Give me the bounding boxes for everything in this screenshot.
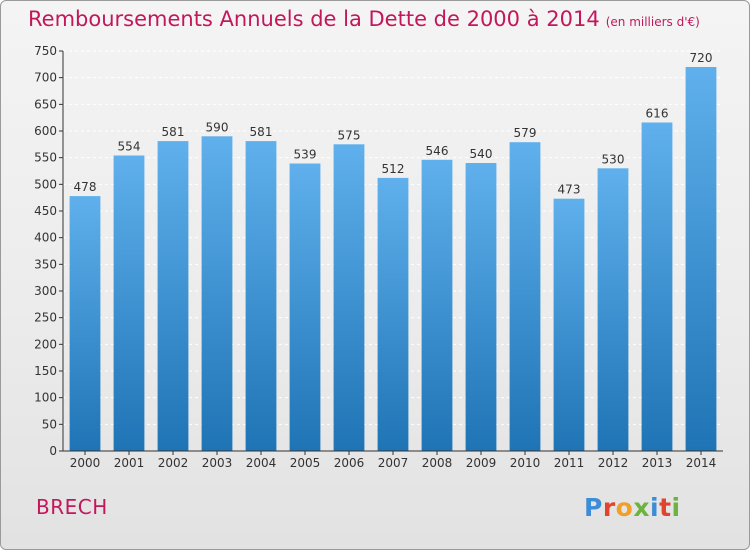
data-label: 590 xyxy=(206,120,229,134)
y-tick-label: 200 xyxy=(34,337,57,351)
y-tick-label: 250 xyxy=(34,311,57,325)
commune-name: BRECH xyxy=(36,495,108,519)
logo-letter: i xyxy=(671,493,681,522)
data-label: 530 xyxy=(602,152,625,166)
bar-2000 xyxy=(69,196,101,451)
data-label: 720 xyxy=(690,51,713,65)
x-tick-label: 2004 xyxy=(246,456,277,470)
data-label: 616 xyxy=(646,107,669,121)
bar-2004 xyxy=(245,141,277,451)
y-tick-label: 0 xyxy=(49,444,57,458)
bar-2006 xyxy=(333,144,365,452)
data-label: 546 xyxy=(426,144,449,158)
data-label: 575 xyxy=(338,128,361,142)
proxiti-logo: Proxiti xyxy=(584,493,681,522)
bar-2002 xyxy=(157,141,189,451)
data-label: 512 xyxy=(382,162,405,176)
bar-2014 xyxy=(685,67,717,451)
y-tick-label: 550 xyxy=(34,151,57,165)
y-tick-label: 100 xyxy=(34,391,57,405)
y-tick-label: 500 xyxy=(34,177,57,191)
logo-letter: P xyxy=(584,493,603,522)
bar-2005 xyxy=(289,163,321,451)
bar-2012 xyxy=(597,168,629,452)
y-tick-label: 700 xyxy=(34,71,57,85)
data-label: 581 xyxy=(162,125,185,139)
x-tick-label: 2003 xyxy=(202,456,233,470)
x-tick-label: 2005 xyxy=(290,456,321,470)
y-tick-label: 50 xyxy=(42,417,57,431)
logo-letter: t xyxy=(659,493,672,522)
y-tick-label: 300 xyxy=(34,284,57,298)
x-tick-label: 2014 xyxy=(686,456,717,470)
bar-2010 xyxy=(509,142,541,451)
data-label: 478 xyxy=(74,180,97,194)
x-tick-label: 2002 xyxy=(158,456,189,470)
data-label: 579 xyxy=(514,126,537,140)
bar-2013 xyxy=(641,122,673,451)
chart-title-block: Remboursements Annuels de la Dette de 20… xyxy=(28,7,700,31)
x-tick-label: 2001 xyxy=(114,456,145,470)
data-label: 473 xyxy=(558,183,581,197)
x-tick-label: 2008 xyxy=(422,456,453,470)
bar-2009 xyxy=(465,163,497,451)
logo-letter: r xyxy=(602,493,616,522)
x-tick-label: 2012 xyxy=(598,456,629,470)
chart-title: Remboursements Annuels de la Dette de 20… xyxy=(28,7,600,31)
unit-note: (en milliers d'€) xyxy=(605,15,700,29)
y-tick-label: 150 xyxy=(34,364,57,378)
x-tick-label: 2013 xyxy=(642,456,673,470)
x-tick-label: 2011 xyxy=(554,456,585,470)
data-label: 554 xyxy=(118,140,141,154)
logo-letter: x xyxy=(633,493,650,522)
bar-2003 xyxy=(201,136,233,452)
bar-2011 xyxy=(553,198,585,451)
y-tick-label: 400 xyxy=(34,231,57,245)
y-tick-label: 750 xyxy=(34,44,57,58)
x-tick-label: 2000 xyxy=(70,456,101,470)
data-label: 540 xyxy=(470,147,493,161)
y-tick-label: 350 xyxy=(34,257,57,271)
y-tick-label: 450 xyxy=(34,204,57,218)
x-tick-label: 2009 xyxy=(466,456,497,470)
bar-2008 xyxy=(421,159,453,452)
y-tick-label: 650 xyxy=(34,97,57,111)
x-tick-label: 2006 xyxy=(334,456,365,470)
bar-2007 xyxy=(377,177,409,451)
logo-letter: o xyxy=(615,493,634,522)
bar-2001 xyxy=(113,155,145,451)
logo-letter: i xyxy=(650,493,660,522)
x-tick-label: 2007 xyxy=(378,456,409,470)
data-label: 581 xyxy=(250,125,273,139)
y-tick-label: 600 xyxy=(34,124,57,138)
data-label: 539 xyxy=(294,148,317,162)
x-tick-label: 2010 xyxy=(510,456,541,470)
